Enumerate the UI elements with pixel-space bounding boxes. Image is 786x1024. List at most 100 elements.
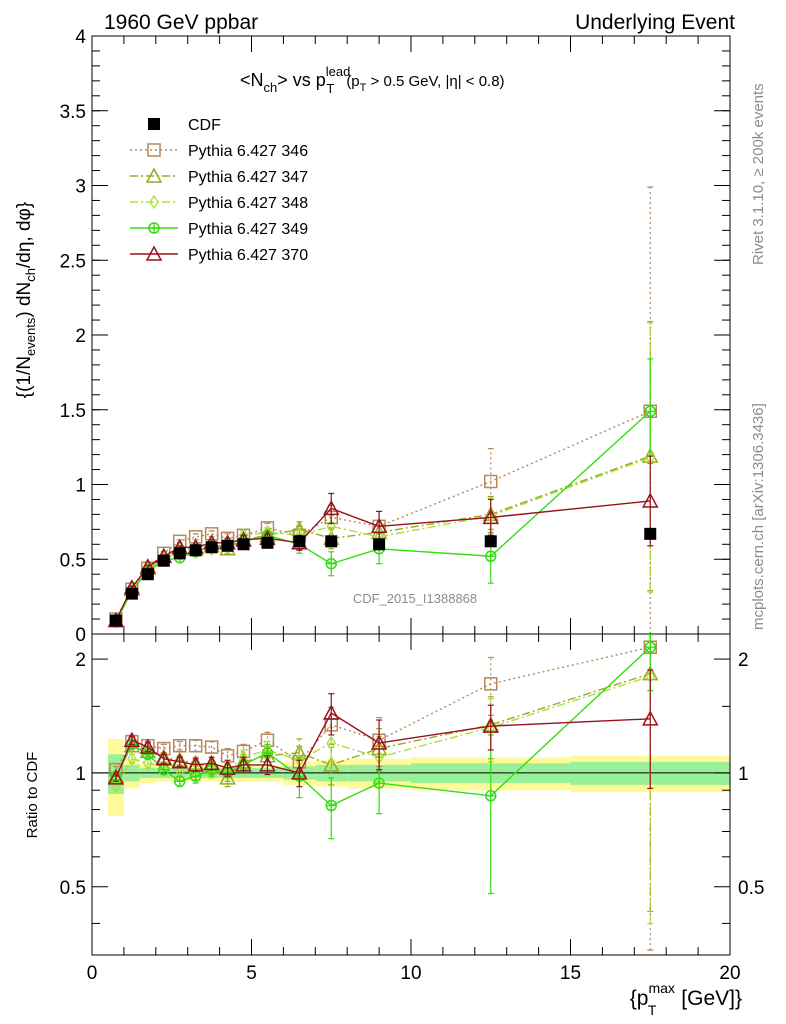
main-series-cdf: [109, 527, 657, 627]
ratio-y-tick-label-right: 2: [738, 650, 749, 671]
data-point: [326, 519, 337, 534]
legend-item: Pythia 6.427 349: [130, 221, 308, 238]
data-point: [322, 756, 340, 772]
data-point: [261, 536, 274, 549]
data-point: [141, 568, 154, 581]
data-point: [125, 587, 138, 600]
data-point: [203, 754, 220, 771]
data-point: [641, 492, 659, 508]
legend: CDF Pythia 6.427 346 Pythia 6.427 347 Pythi…: [130, 117, 308, 264]
data-point: [158, 763, 170, 776]
main-y-tick-label: 3: [75, 177, 86, 198]
legend-label: Pythia 6.427 346: [188, 143, 308, 160]
legend-label: Pythia 6.427 349: [188, 221, 308, 238]
main-series-pythia-6-427-348: [111, 322, 656, 628]
data-point: [155, 750, 173, 766]
data-point: [322, 704, 340, 720]
data-point: [204, 740, 219, 754]
main-series-pythia-6-427-349: [110, 358, 656, 628]
data-point: [205, 541, 218, 554]
data-point: [139, 738, 157, 754]
data-point: [326, 735, 337, 751]
ratio-panel: 0.5 0.51 12 20 5 10 15 20 Ratio to CDF: [24, 633, 764, 984]
legend-item: Pythia 6.427 346: [130, 143, 308, 160]
data-point: [107, 769, 125, 785]
data-point: [325, 799, 337, 812]
legend-marker: [145, 167, 163, 183]
data-point: [370, 734, 388, 750]
data-point: [237, 538, 250, 551]
ratio-y-tick-label-right: 1: [738, 764, 749, 785]
ratio-y-tick-label-right: 0.5: [738, 878, 764, 899]
legend-label: Pythia 6.427 370: [188, 247, 308, 264]
data-point: [484, 474, 498, 489]
ratio-series-pythia-6-427-370: [107, 669, 659, 790]
main-panel: 0 0.5 1 1.5 2 2.5 3 3.5 4 CDF_2015_I1388868 <Nch…: [14, 27, 731, 646]
x-tick-label: 20: [719, 963, 740, 984]
data-point: [143, 756, 153, 771]
data-point: [221, 539, 234, 552]
ratio-series-pythia-6-427-346: [109, 634, 657, 951]
legend-label: CDF: [188, 117, 221, 134]
legend-marker: [149, 194, 159, 210]
ratio-ylabel: Ratio to CDF: [24, 752, 41, 839]
data-point: [644, 641, 656, 653]
data-point: [485, 790, 497, 802]
main-y-tick-label: 1.5: [60, 401, 86, 422]
data-point: [259, 756, 276, 772]
data-point: [189, 544, 202, 557]
data-point: [644, 405, 656, 417]
data-point: [484, 677, 498, 691]
main-y-tick-label: 1: [75, 476, 86, 497]
data-point: [187, 756, 204, 772]
main-series: [107, 186, 659, 635]
data-point: [293, 535, 306, 548]
data-point: [127, 751, 137, 766]
ratio-y-tick-label: 1: [75, 764, 86, 785]
legend-marker: [148, 118, 160, 130]
data-point: [644, 527, 657, 540]
data-point: [171, 753, 188, 769]
data-point: [219, 759, 236, 775]
series-line: [115, 410, 651, 620]
main-ylabel: {(1/Nevents) dNch/dη, dφ}: [14, 202, 38, 398]
data-point: [370, 517, 388, 534]
data-point: [325, 535, 338, 548]
chart-title: <Nch> vs plead T (pT > 0.5 GeV, |η| < 0.8): [240, 64, 505, 96]
x-tick-label: 0: [87, 963, 98, 984]
ratio-y-tick-label: 0.5: [60, 878, 86, 899]
legend-item: CDF: [148, 117, 221, 134]
data-point: [291, 764, 308, 780]
ratio-series: [107, 634, 659, 951]
legend-label: Pythia 6.427 347: [188, 169, 308, 186]
series-line: [115, 673, 651, 779]
main-y-tick-label: 4: [75, 27, 86, 48]
data-point: [109, 614, 122, 627]
x-axis-label: {pmax T [GeV]}: [630, 980, 742, 1018]
legend-item: Pythia 6.427 370: [130, 245, 308, 264]
main-axes: 0 0.5 1 1.5 2 2.5 3 3.5 4: [60, 27, 731, 646]
legend-marker: [147, 143, 161, 157]
main-y-tick-label: 2: [75, 326, 86, 347]
data-point: [123, 731, 141, 748]
rivet-version-label: Rivet 3.1.10, ≥ 200k events: [750, 83, 767, 265]
ratio-axes: 0.5 0.51 12 20 5 10 15 20: [60, 634, 764, 984]
main-y-tick-label: 3.5: [60, 102, 86, 123]
data-point: [189, 770, 202, 782]
legend-label: Pythia 6.427 348: [188, 195, 308, 212]
ratio-y-tick-label: 2: [75, 650, 86, 671]
legend-marker: [148, 222, 160, 234]
legend-item: Pythia 6.427 347: [130, 167, 308, 186]
data-point: [484, 535, 497, 548]
mcplots-reference-label: mcplots.cern.ch [arXiv:1306.3436]: [750, 403, 767, 630]
data-point: [188, 738, 203, 753]
data-point: [325, 557, 337, 570]
header-right: Underlying Event: [575, 11, 735, 34]
data-point: [373, 538, 386, 551]
main-y-tick-label: 0: [75, 625, 86, 646]
data-point: [485, 550, 497, 563]
legend-marker: [145, 245, 163, 261]
analysis-watermark: CDF_2015_I1388868: [353, 591, 477, 606]
x-tick-label: 5: [246, 963, 257, 984]
